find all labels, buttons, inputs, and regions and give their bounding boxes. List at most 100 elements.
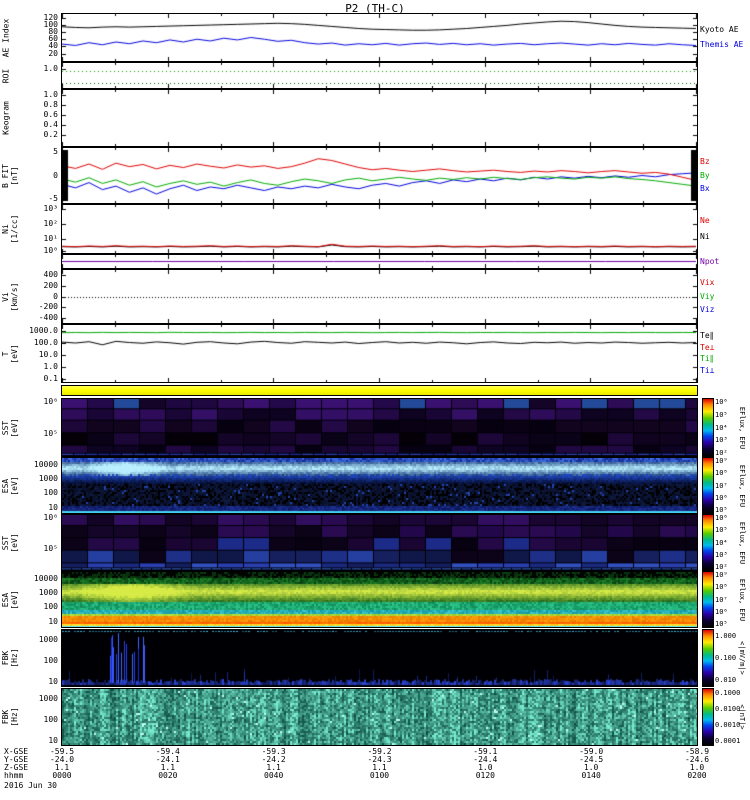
esa-e-ytick-2: 100 — [43, 488, 58, 498]
esa-e-cbar-tick-0: 10⁹ — [715, 457, 728, 466]
sst-i-cbar-label: EFlux, EFU — [738, 521, 746, 564]
npot-legend-npot: Npot — [700, 256, 720, 266]
ni-ytick-0: 10³ — [43, 204, 58, 214]
roi-canvas — [62, 63, 697, 88]
panel-fbk-e — [61, 629, 698, 687]
xaxis-row-label-x-gse: X-GSE — [4, 747, 29, 756]
b-fit-legend-bz: Bz — [700, 156, 710, 166]
panel-sst-i — [61, 514, 698, 571]
esa-i-ytick-1: 1000 — [38, 587, 58, 597]
t-fit-legend-ti: Ti⊥ — [700, 365, 715, 375]
ae-index-canvas — [62, 14, 697, 61]
ni-ytick-2: 10¹ — [43, 233, 58, 243]
keogram-ytick-3: 0.4 — [43, 120, 58, 130]
t-fit-ytick-1: 100.0 — [33, 337, 58, 347]
esa-e-cbar-tick-1: 10⁸ — [715, 469, 728, 478]
sst-e-ylabel: SST [eV] — [1, 417, 19, 438]
esa-i-ylabel: ESA [eV] — [1, 589, 19, 610]
fbk-e-ylabel: FBK [Hz] — [1, 648, 19, 668]
panel-keogram — [61, 89, 698, 147]
b-fit-ylabel: B FIT [nT] — [1, 163, 19, 188]
vi-ylabel: Vi [km/s] — [1, 282, 19, 311]
keogram-ytick-1: 0.8 — [43, 100, 58, 110]
panel-b-fit — [61, 147, 698, 204]
panel-sst-e — [61, 398, 698, 457]
plot-title: P2 (TH-C) — [345, 2, 405, 15]
panel-fbk-b — [61, 688, 698, 746]
ae-index-legend-themisae: Themis AE — [700, 40, 744, 50]
xaxis-value-y-gse-5: -24.5 — [579, 755, 604, 764]
panel-esa-e — [61, 457, 698, 514]
sst-i-ylabel: SST [eV] — [1, 532, 19, 553]
sst-e-ytick-0: 10⁶ — [43, 397, 58, 407]
t-fit-ylabel: T [eV] — [1, 343, 19, 364]
sst-i-ytick-1: 10⁵ — [43, 544, 58, 554]
panel-npot — [61, 254, 698, 269]
esa-i-cbar-tick-1: 10⁸ — [715, 583, 728, 592]
xaxis-row-label-hhmm: hhmm — [4, 771, 24, 780]
fbk-b-cbar-tick-3: 0.0001 — [715, 736, 741, 745]
fbk-e-colorbar — [702, 629, 714, 687]
fbk-e-cbar-tick-0: 1.000 — [715, 631, 737, 640]
esa-e-ytick-0: 10000 — [33, 459, 58, 469]
esa-e-colorbar — [702, 457, 714, 514]
xaxis-value-x-gse-3: -59.2 — [367, 747, 392, 756]
sst-i-cbar-tick-2: 10⁴ — [715, 538, 728, 547]
esa-i-cbar-tick-2: 10⁷ — [715, 595, 728, 604]
esa-i-ytick-3: 10 — [48, 616, 58, 626]
xaxis-value-hhmm-0: 0000 — [52, 771, 72, 780]
keogram-canvas — [62, 90, 697, 146]
npot-canvas — [62, 255, 697, 268]
vi-ytick-2: 0 — [53, 291, 58, 301]
keogram-ytick-0: 1.0 — [43, 90, 58, 100]
fbk-b-cbar-label: <|nT|> — [738, 704, 746, 730]
panel-t-fit — [61, 324, 698, 383]
t-fit-canvas — [62, 325, 697, 382]
xaxis-value-hhmm-1: 0020 — [158, 771, 178, 780]
esa-e-cbar-label: EFlux, EFU — [738, 464, 746, 507]
xaxis-value-y-gse-3: -24.3 — [367, 755, 392, 764]
sst-e-cbar-label: EFlux, EFU — [738, 406, 746, 449]
esa-e-ytick-1: 1000 — [38, 473, 58, 483]
fbk-b-ylabel: FBK [Hz] — [1, 707, 19, 727]
esa-i-cbar-tick-3: 10⁶ — [715, 607, 728, 616]
sst-i-ytick-0: 10⁶ — [43, 513, 58, 523]
xaxis-value-x-gse-2: -59.3 — [261, 747, 286, 756]
fbk-e-cbar-label: <|mV/m|> — [738, 641, 746, 675]
fbk-b-cbar-tick-0: 0.1000 — [715, 689, 741, 698]
panel-esa-i — [61, 571, 698, 628]
sst-e-cbar-tick-3: 10³ — [715, 436, 728, 445]
sst-e-cbar-tick-4: 10² — [715, 448, 728, 457]
vi-ytick-1: 200 — [43, 280, 58, 290]
fbk-b-ytick-0: 1000 — [38, 694, 58, 704]
xaxis-value-y-gse-6: -24.6 — [684, 755, 710, 764]
esa-e-ylabel: ESA [eV] — [1, 475, 19, 496]
ae-index-ytick-3: 60 — [48, 34, 58, 44]
ni-ytick-3: 10⁰ — [43, 245, 58, 255]
sst-e-cbar-tick-1: 10⁵ — [715, 410, 728, 419]
ae-index-ytick-0: 120 — [43, 12, 58, 22]
panel-ae-index — [61, 13, 698, 62]
panel-roi — [61, 62, 698, 89]
fbk-b-cbar-tick-1: 0.0100 — [715, 705, 741, 714]
b-fit-canvas — [62, 148, 697, 203]
esa-e-ytick-3: 10 — [48, 502, 58, 512]
xaxis-value-x-gse-1: -59.4 — [155, 747, 180, 756]
ni-legend-ne: Ne — [700, 216, 710, 225]
fbk-e-cbar-tick-2: 0.010 — [715, 676, 737, 685]
fbk-b-ytick-1: 100 — [43, 714, 58, 724]
xaxis-value-y-gse-1: -24.1 — [155, 755, 180, 764]
xaxis-value-x-gse-4: -59.1 — [473, 747, 498, 756]
xaxis-value-z-gse-4: 1.0 — [478, 763, 493, 772]
ni-legend-ni: Ni — [700, 232, 710, 241]
esa-i-colorbar — [702, 571, 714, 628]
t-fit-ytick-0: 1000.0 — [29, 325, 58, 335]
ae-index-ylabel: AE Index — [1, 18, 11, 57]
ae-index-ytick-1: 100 — [43, 19, 58, 29]
sst-i-cbar-tick-3: 10³ — [715, 550, 728, 559]
b-fit-legend-by: By — [700, 170, 710, 180]
esa-i-canvas — [62, 572, 697, 627]
t-fit-ytick-2: 10.0 — [38, 349, 58, 359]
xaxis-value-hhmm-2: 0040 — [264, 771, 284, 780]
